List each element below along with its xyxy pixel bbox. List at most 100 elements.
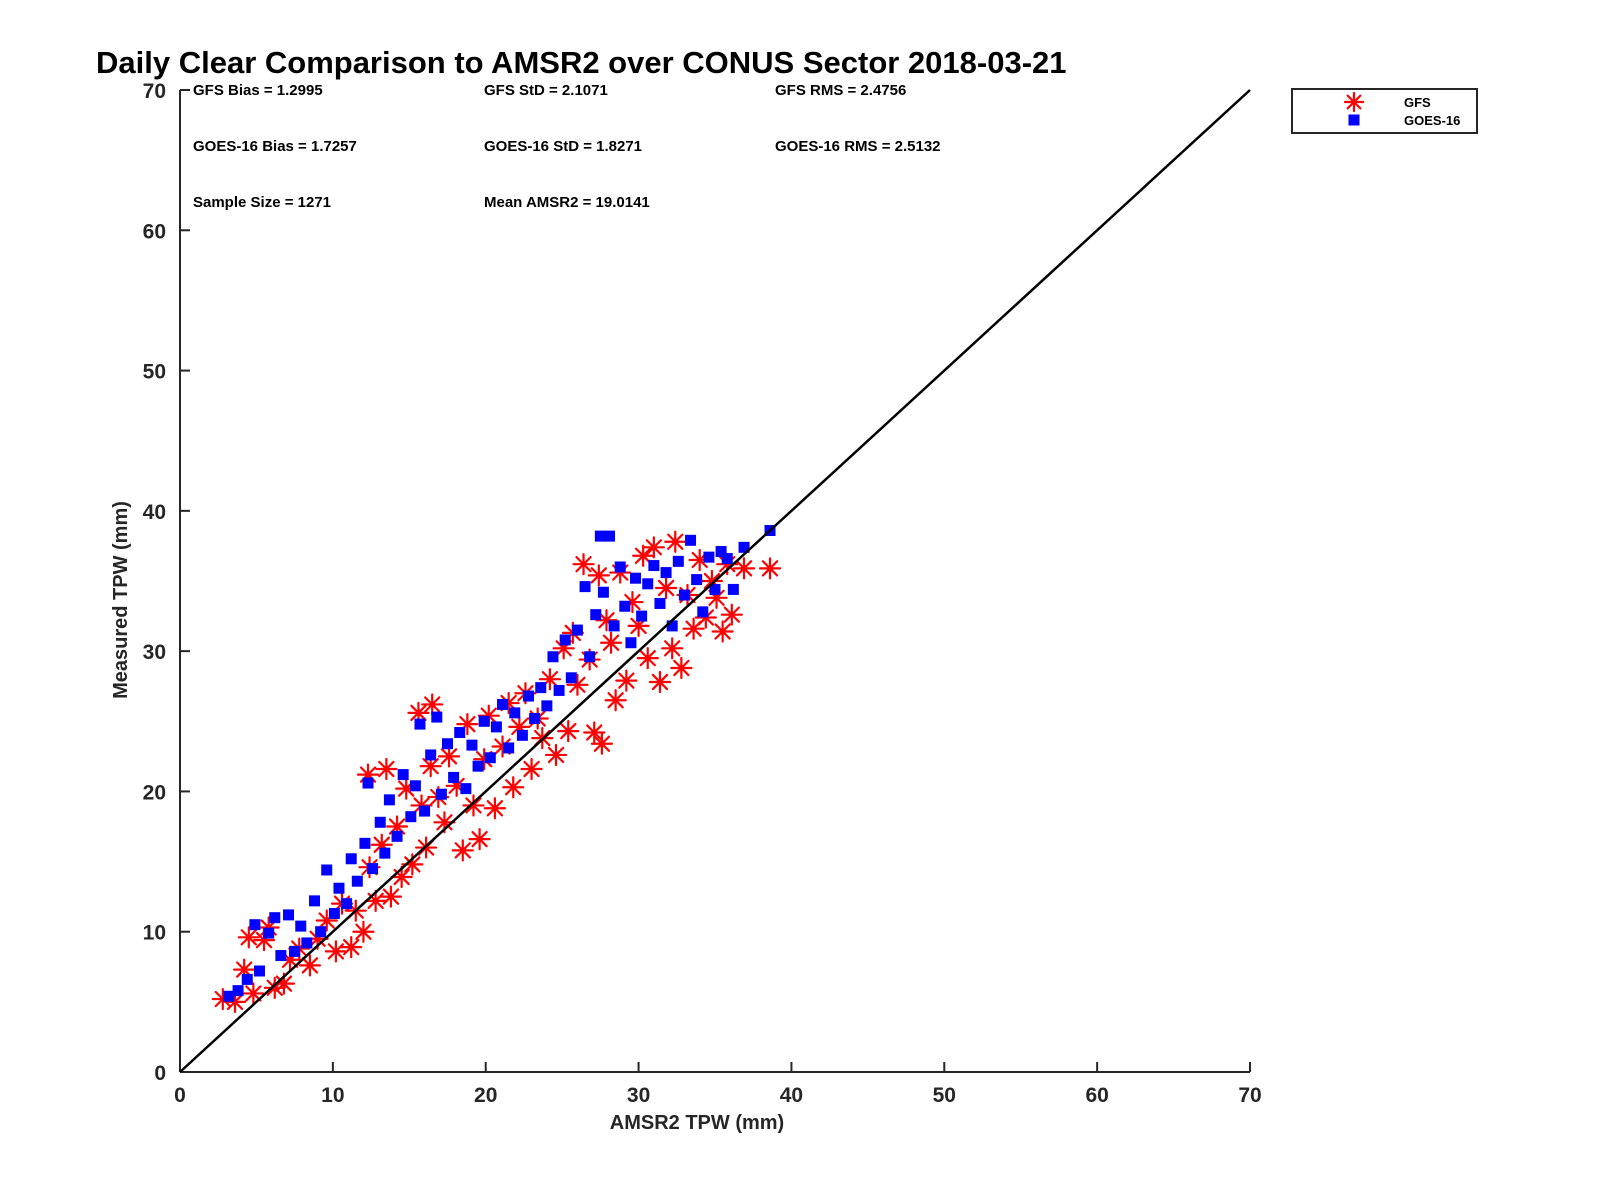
- goes-16-point: [435, 788, 447, 800]
- x-tick-label: 60: [1085, 1084, 1108, 1107]
- y-tick-label: 40: [143, 501, 166, 524]
- goes-16-point: [559, 634, 571, 646]
- gfs-point: [462, 794, 485, 817]
- gfs-point: [711, 620, 734, 643]
- goes-16-point: [619, 600, 631, 612]
- goes-16-point: [685, 534, 697, 546]
- goes-16-point: [571, 624, 583, 636]
- x-tick-group: 0 10 20 30 40 50 60 70: [174, 1062, 1262, 1107]
- gfs-point: [648, 670, 672, 694]
- gfs-point: [502, 776, 525, 799]
- y-tick-label: 20: [143, 781, 166, 804]
- x-tick-label: 40: [780, 1084, 803, 1107]
- gfs-point: [604, 689, 627, 712]
- goes-16-point: [547, 651, 559, 663]
- goes-16-point: [345, 853, 357, 865]
- goes-16-point: [590, 609, 602, 621]
- goes-16-point: [642, 578, 654, 590]
- goes-16-point: [341, 898, 353, 910]
- goes-16-point: [283, 909, 295, 921]
- gfs-point: [599, 631, 623, 654]
- goes-16-point: [648, 560, 660, 572]
- gfs-point: [356, 763, 380, 786]
- goes-16-point: [460, 783, 472, 795]
- gfs-point: [544, 743, 568, 767]
- goes-16-point: [223, 990, 235, 1002]
- y-tick-label: 60: [143, 220, 166, 243]
- y-axis-label: Measured TPW (mm): [110, 501, 132, 699]
- goes-16-point: [654, 597, 666, 609]
- goes-16-point: [630, 572, 642, 584]
- stat-label: GFS StD = 2.1071: [484, 82, 608, 99]
- stat-label: GOES-16 Bias = 1.7257: [193, 138, 357, 155]
- gfs-point: [520, 757, 543, 781]
- goes-16-point: [241, 973, 253, 985]
- gfs-point: [615, 669, 638, 692]
- goes-16-point: [738, 541, 750, 553]
- gfs-point: [375, 757, 398, 781]
- goes-16-point: [636, 610, 648, 622]
- gfs-point: [583, 721, 606, 744]
- y-tick-label: 30: [143, 641, 166, 664]
- goes-16-point: [625, 637, 637, 649]
- goes-16-point: [442, 738, 453, 750]
- gfs-point: [654, 576, 678, 600]
- gfs-point: [664, 530, 687, 553]
- legend-marker-goes-16: [1348, 114, 1360, 126]
- goes-16-point: [484, 752, 496, 764]
- gfs-point: [758, 557, 782, 580]
- x-tick-label: 30: [627, 1084, 650, 1107]
- goes-16-point: [263, 927, 275, 939]
- goes-16-point: [703, 551, 715, 563]
- x-axis-label: AMSR2 TPW (mm): [610, 1112, 784, 1134]
- y-tick-label: 10: [143, 922, 166, 945]
- goes-16-point: [727, 583, 739, 595]
- goes-16-point: [691, 574, 703, 586]
- goes-16-point: [584, 651, 596, 663]
- goes-16-point: [309, 895, 321, 907]
- gfs-point: [483, 797, 506, 820]
- stat-label: GFS Bias = 1.2995: [193, 82, 323, 99]
- goes-16-point: [509, 707, 521, 719]
- legend-label-goes-16: GOES-16: [1404, 113, 1460, 128]
- gfs-point: [590, 732, 613, 755]
- goes-16-point: [597, 586, 609, 598]
- goes-16-point: [579, 581, 591, 593]
- goes-16-point: [715, 546, 727, 558]
- gfs-point: [661, 637, 684, 660]
- gfs-point: [379, 885, 403, 908]
- goes-16-point: [374, 816, 386, 828]
- gfs-point: [437, 745, 461, 768]
- goes-16-point: [448, 771, 460, 783]
- gfs-point: [477, 704, 500, 727]
- goes-16-point: [490, 721, 502, 733]
- goes-16-point: [523, 690, 535, 702]
- gfs-point: [632, 544, 655, 567]
- gfs-point: [642, 536, 665, 559]
- stat-label: Sample Size = 1271: [193, 194, 331, 211]
- gfs-point: [324, 940, 348, 963]
- gfs-point: [237, 926, 260, 949]
- goes-16-point: [269, 912, 281, 924]
- gfs-point: [298, 954, 322, 977]
- goes-16-point: [472, 760, 484, 772]
- goes-16-point: [397, 769, 409, 781]
- legend-box: [1291, 88, 1478, 134]
- goes-16-point: [541, 700, 553, 712]
- x-tick-label: 20: [474, 1084, 497, 1107]
- statistics-block: GFS Bias = 1.2995 GFS StD = 2.1071 GFS RMS…: [193, 82, 941, 211]
- gfs-point: [340, 936, 363, 959]
- goes-16-point: [419, 805, 431, 817]
- y-tick-group: 0 10 20 30 40 50 60 70: [143, 80, 190, 1085]
- goes-16-point: [425, 749, 437, 761]
- goes-16-point: [367, 863, 379, 875]
- series-gfs: [211, 530, 782, 1013]
- goes-16-point: [666, 620, 678, 632]
- goes-16-point: [249, 919, 261, 931]
- stat-label: GOES-16 StD = 1.8271: [484, 138, 642, 155]
- goes-16-point: [503, 742, 515, 754]
- stat-label: Mean AMSR2 = 19.0141: [484, 194, 650, 211]
- goes-16-point: [328, 907, 340, 919]
- goes-16-point: [289, 945, 301, 957]
